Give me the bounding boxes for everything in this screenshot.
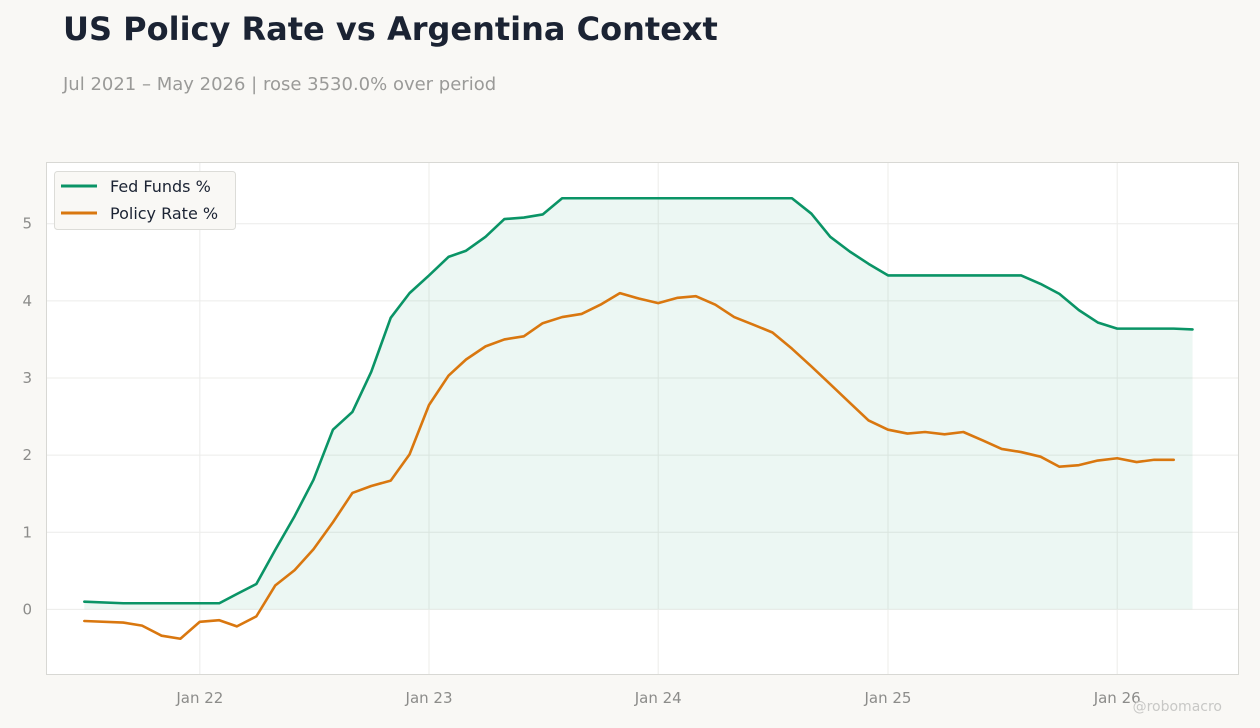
series-line-policy-rate bbox=[83, 291, 1175, 641]
chart-subtitle: Jul 2021 – May 2026 | rose 3530.0% over … bbox=[63, 74, 497, 95]
series-area-fed-funds bbox=[84, 198, 1193, 610]
x-tick-label: Jan 25 bbox=[864, 689, 912, 707]
series-line-fed-funds bbox=[83, 196, 1194, 605]
y-tick-label: 2 bbox=[22, 446, 32, 464]
x-axis: Jan 22 Jan 23 Jan 24 Jan 25 Jan 26 bbox=[175, 689, 1140, 707]
y-tick-label: 1 bbox=[22, 523, 32, 541]
legend-label-policy-rate: Policy Rate % bbox=[110, 204, 218, 223]
legend: Fed Funds % Policy Rate % bbox=[54, 171, 236, 230]
y-tick-label: 4 bbox=[22, 292, 32, 310]
plot-frame bbox=[46, 162, 1239, 675]
fed-area-layer bbox=[84, 198, 1193, 610]
legend-box bbox=[54, 171, 236, 230]
x-tick-label: Jan 23 bbox=[405, 689, 453, 707]
x-tick-label: Jan 26 bbox=[1093, 689, 1141, 707]
x-tick-label: Jan 24 bbox=[634, 689, 682, 707]
grid-lines bbox=[46, 162, 1239, 675]
watermark: @robomacro bbox=[1133, 699, 1222, 715]
chart-title: US Policy Rate vs Argentina Context bbox=[63, 10, 718, 48]
y-axis: 0 1 2 3 4 5 bbox=[22, 215, 32, 619]
y-tick-label: 5 bbox=[22, 215, 32, 233]
x-tick-label: Jan 22 bbox=[175, 689, 223, 707]
y-tick-label: 3 bbox=[22, 369, 32, 387]
y-tick-label: 0 bbox=[22, 600, 32, 618]
legend-label-fed-funds: Fed Funds % bbox=[110, 177, 211, 196]
series-lines bbox=[83, 196, 1194, 641]
